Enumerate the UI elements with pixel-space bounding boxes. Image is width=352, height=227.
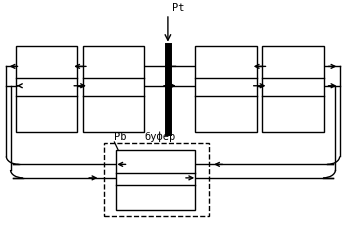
Bar: [195, 46, 257, 132]
Text: Pb: Pb: [114, 132, 127, 142]
Bar: [262, 46, 324, 132]
Bar: [104, 143, 209, 216]
Bar: [83, 46, 144, 132]
Bar: [16, 46, 77, 132]
Text: буфер: буфер: [144, 131, 175, 142]
Bar: [116, 150, 195, 210]
Text: Pt: Pt: [172, 3, 185, 13]
